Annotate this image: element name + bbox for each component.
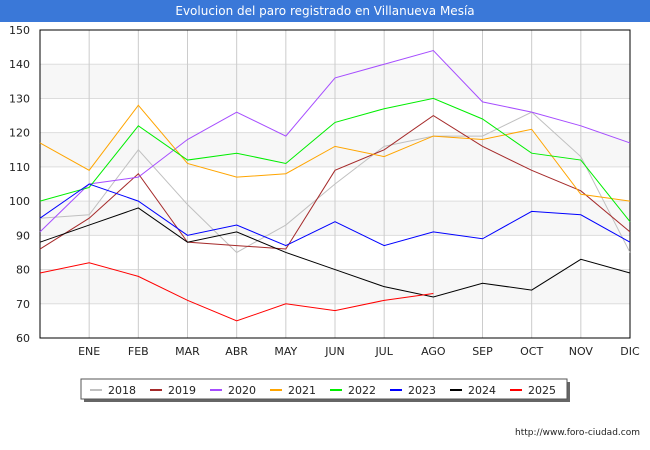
legend-label: 2025 [528,384,556,397]
x-tick-label: MAR [175,345,200,358]
y-tick-label: 90 [16,229,30,242]
series-line-2019 [39,114,631,250]
y-tick-label: 120 [9,127,30,140]
y-tick-label: 130 [9,92,30,105]
y-tick-label: 110 [9,161,30,174]
legend-label: 2022 [348,384,376,397]
x-tick-label: AGO [421,345,446,358]
y-tick-label: 150 [9,24,30,37]
series-line-2020 [39,49,631,233]
y-tick-label: 70 [16,298,30,311]
x-tick-label: MAY [274,345,297,358]
source-url[interactable]: http://www.foro-ciudad.com [515,428,640,438]
x-tick-label: OCT [520,345,543,358]
x-tick-label: DIC [620,345,640,358]
legend-label: 2019 [168,384,196,397]
x-tick-label: NOV [569,345,594,358]
series-line-2025 [39,262,434,322]
legend-label: 2018 [108,384,136,397]
y-tick-label: 60 [16,332,30,345]
legend-label: 2020 [228,384,256,397]
legend [80,378,568,400]
x-tick-label: ABR [225,345,248,358]
series-line-2024 [39,207,631,298]
series-line-2021 [39,104,631,202]
series-line-2022 [39,97,631,222]
chart-title: Evolucion del paro registrado en Villanu… [0,0,650,22]
x-tick-label: JUL [374,345,393,358]
plot-frame [39,29,631,339]
legend-label: 2021 [288,384,316,397]
y-tick-label: 100 [9,195,30,208]
series-line-2023 [39,183,631,247]
x-tick-label: JUN [324,345,345,358]
x-tick-label: SEP [472,345,493,358]
legend-label: 2024 [468,384,496,397]
legend-label: 2023 [408,384,436,397]
y-tick-label: 80 [16,264,30,277]
x-tick-label: ENE [78,345,100,358]
x-tick-label: FEB [128,345,149,358]
y-tick-label: 140 [9,58,30,71]
